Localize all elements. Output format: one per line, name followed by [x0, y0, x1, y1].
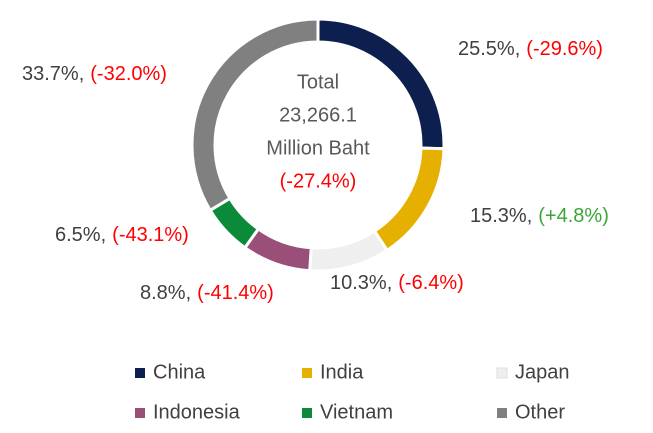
change-label: (-41.4%): [197, 282, 274, 304]
center-label: Total: [297, 71, 339, 93]
value-label: 33.7%,: [22, 63, 84, 85]
value-label: 6.5%,: [55, 224, 106, 246]
legend-swatch: [302, 408, 312, 418]
legend-label: Other: [515, 401, 565, 423]
slice-label: 25.5%, (-29.6%): [458, 38, 603, 60]
legend-label: China: [153, 361, 206, 383]
legend-label: Indonesia: [153, 401, 241, 423]
value-label: 15.3%,: [470, 205, 532, 227]
slice-label: 10.3%, (-6.4%): [330, 272, 464, 294]
slice-label: 6.5%, (-43.1%): [55, 224, 189, 246]
center-label: 23,266.1: [279, 104, 357, 126]
value-label: 10.3%,: [330, 272, 392, 294]
value-label: 25.5%,: [458, 38, 520, 60]
change-label: (-43.1%): [112, 224, 189, 246]
center-label: Million Baht: [266, 137, 370, 159]
slice-label: 33.7%, (-32.0%): [22, 63, 167, 85]
donut-slice: [372, 146, 446, 253]
change-label: (-29.6%): [526, 38, 603, 60]
value-label: 8.8%,: [140, 282, 191, 304]
slice-label: 15.3%, (+4.8%): [470, 205, 609, 227]
donut-slice: [308, 229, 390, 273]
legend-label: Vietnam: [320, 401, 393, 423]
legend-swatch: [302, 368, 312, 378]
legend-swatch: [496, 367, 508, 379]
slice-label: 8.8%, (-41.4%): [140, 282, 274, 304]
change-label: (+4.8%): [538, 205, 609, 227]
legend-swatch: [497, 408, 507, 418]
legend-swatch: [135, 408, 145, 418]
legend-swatch: [135, 368, 145, 378]
legend-label: India: [320, 361, 364, 383]
change-label: (-32.0%): [90, 63, 167, 85]
legend-label: Japan: [515, 361, 570, 383]
center-label: (-27.4%): [280, 170, 357, 192]
donut-slice: [190, 17, 320, 213]
change-label: (-6.4%): [398, 272, 464, 294]
